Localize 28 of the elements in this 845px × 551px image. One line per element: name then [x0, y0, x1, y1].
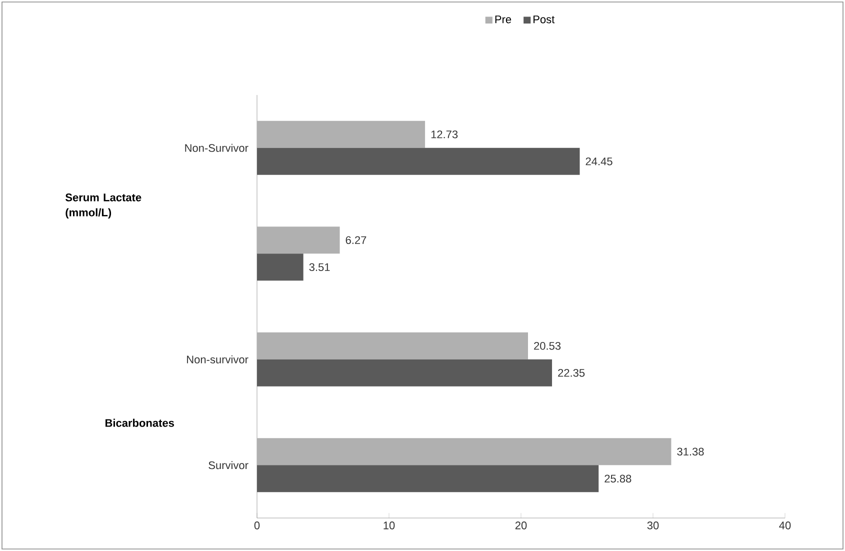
legend-label: Pre: [495, 16, 512, 24]
legend-label: Post: [534, 16, 555, 24]
data-label: 12.73: [431, 130, 458, 138]
data-label: 3.51: [309, 263, 330, 272]
bar: [257, 438, 672, 466]
x-tick-label: 10: [384, 522, 395, 530]
bar: [257, 254, 304, 281]
data-label: 25.88: [604, 474, 632, 483]
bar: [257, 332, 528, 360]
data-label: 6.27: [346, 236, 366, 244]
data-label: 24.45: [586, 157, 612, 166]
y-tick-label: Non-Survivor: [185, 144, 248, 152]
text: Bicarbonates: [105, 418, 174, 427]
x-tick-label: 30: [647, 522, 659, 530]
data-label: 20.53: [534, 342, 561, 350]
data-label: 31.38: [677, 448, 704, 456]
y-tick-label: Non-survivor: [187, 355, 248, 364]
x-tick-label: 0: [254, 522, 260, 530]
y-tick-label: Survivor: [208, 461, 248, 470]
text: Serum Lactate (mmol/L): [65, 194, 142, 219]
bar: [257, 465, 599, 492]
bar: [257, 148, 580, 175]
x-tick-label: 20: [515, 522, 527, 530]
bar: [257, 359, 552, 386]
bar: [257, 120, 426, 148]
bar: [257, 226, 340, 254]
x-tick-label: 40: [779, 522, 791, 530]
data-label: 22.35: [558, 368, 585, 377]
